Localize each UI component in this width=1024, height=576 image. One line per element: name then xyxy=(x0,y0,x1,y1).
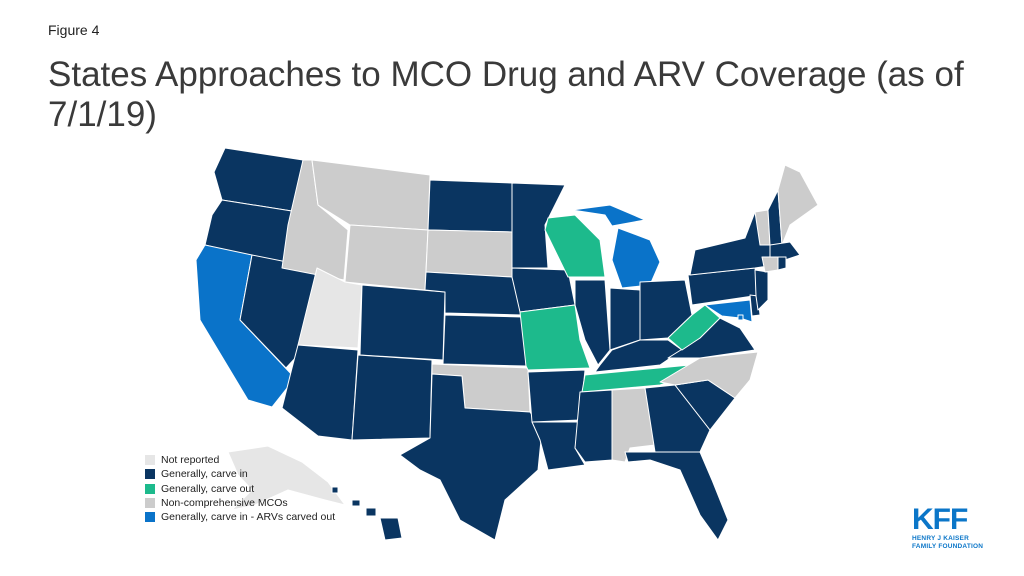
state-NJ xyxy=(754,269,769,311)
state-ME xyxy=(777,164,819,246)
state-MN xyxy=(511,182,566,269)
legend-label: Generally, carve in - ARVs carved out xyxy=(161,511,336,524)
state-GA xyxy=(644,384,711,453)
legend-swatch xyxy=(145,469,155,480)
state-SD xyxy=(425,229,513,278)
state-NM xyxy=(351,354,433,441)
logo-wordmark: KFF xyxy=(912,503,968,536)
state-FL xyxy=(624,451,729,541)
legend-label: Generally, carve out xyxy=(161,482,255,495)
state-AR xyxy=(527,369,586,423)
logo-line-1: HENRY J KAISER xyxy=(912,535,969,542)
state-WY xyxy=(344,224,429,291)
state-UT xyxy=(297,267,363,349)
map-legend: Not reported Generally, carve in General… xyxy=(145,453,335,524)
state-IN xyxy=(609,287,641,351)
state-CO xyxy=(359,284,446,361)
state-IL xyxy=(574,279,611,366)
state-WI xyxy=(544,214,606,278)
kff-logo: KFF HENRY J KAISER FAMILY FOUNDATION xyxy=(912,505,992,550)
legend-item-carve-in: Generally, carve in xyxy=(145,467,335,481)
state-KS xyxy=(442,314,527,367)
state-MA xyxy=(769,241,801,261)
state-HI xyxy=(331,486,403,541)
legend-swatch xyxy=(145,455,155,466)
legend-item-not-reported: Not reported xyxy=(145,453,335,467)
state-RI xyxy=(777,256,787,271)
state-TX xyxy=(399,373,543,541)
logo-line-2: FAMILY FOUNDATION xyxy=(912,542,984,550)
state-WV xyxy=(667,304,721,351)
state-KY xyxy=(594,339,683,373)
legend-label: Non-comprehensive MCOs xyxy=(161,497,288,510)
state-IA xyxy=(511,267,576,313)
figure-label: Figure 4 xyxy=(48,22,100,38)
state-AK xyxy=(227,445,346,511)
page-title: States Approaches to MCO Drug and ARV Co… xyxy=(48,55,964,134)
state-ND xyxy=(427,179,513,233)
legend-swatch xyxy=(145,512,155,523)
legend-label: Not reported xyxy=(161,454,220,467)
state-MS xyxy=(574,389,613,463)
legend-item-carve-out: Generally, carve out xyxy=(145,482,335,496)
legend-swatch xyxy=(145,483,155,494)
state-CT xyxy=(761,256,779,273)
legend-item-arvs-carved-out: Generally, carve in - ARVs carved out xyxy=(145,510,335,524)
state-AZ xyxy=(281,344,359,441)
legend-item-non-comprehensive: Non-comprehensive MCOs xyxy=(145,496,335,510)
legend-label: Generally, carve in xyxy=(161,468,248,481)
state-DC xyxy=(737,314,744,321)
legend-swatch xyxy=(145,498,155,509)
